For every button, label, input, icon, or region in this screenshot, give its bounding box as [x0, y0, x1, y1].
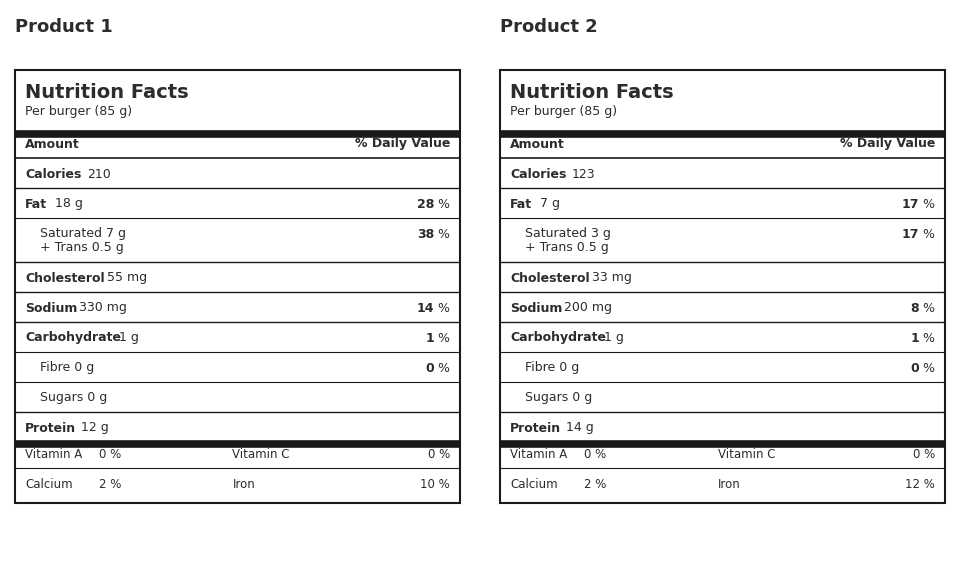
Text: 7 g: 7 g: [540, 197, 560, 211]
Text: Sodium: Sodium: [25, 302, 77, 315]
Text: 8: 8: [911, 302, 919, 315]
Text: 14 g: 14 g: [566, 421, 594, 434]
Text: 12 g: 12 g: [81, 421, 109, 434]
Text: Cholesterol: Cholesterol: [510, 272, 590, 285]
Text: 55 mg: 55 mg: [107, 272, 147, 285]
Text: Sodium: Sodium: [510, 302, 563, 315]
Text: 14: 14: [416, 302, 434, 315]
Text: 1 g: 1 g: [119, 332, 138, 345]
Text: Nutrition Facts: Nutrition Facts: [25, 83, 188, 102]
Text: Protein: Protein: [510, 421, 562, 434]
Text: % Daily Value: % Daily Value: [839, 137, 935, 150]
Text: 2 %: 2 %: [99, 477, 121, 491]
Text: 1 g: 1 g: [604, 332, 624, 345]
Text: Vitamin C: Vitamin C: [232, 447, 290, 460]
Text: 33 mg: 33 mg: [592, 272, 632, 285]
Text: Fat: Fat: [25, 197, 47, 211]
Text: Fat: Fat: [510, 197, 532, 211]
Text: 0: 0: [911, 362, 919, 375]
Text: %: %: [919, 332, 935, 345]
Text: %: %: [919, 197, 935, 211]
Text: Per burger (85 g): Per burger (85 g): [510, 106, 617, 119]
Text: %: %: [919, 362, 935, 375]
Text: %: %: [434, 302, 450, 315]
Text: %: %: [919, 302, 935, 315]
Text: Carbohydrate: Carbohydrate: [25, 332, 121, 345]
Text: %: %: [919, 228, 935, 241]
Text: Fibre 0 g: Fibre 0 g: [525, 362, 579, 375]
Text: 18 g: 18 g: [55, 197, 83, 211]
Text: 123: 123: [572, 167, 596, 180]
Text: + Trans 0.5 g: + Trans 0.5 g: [40, 241, 124, 255]
Text: 0 %: 0 %: [428, 447, 450, 460]
Text: Calcium: Calcium: [25, 477, 72, 491]
Text: Calcium: Calcium: [510, 477, 558, 491]
Text: %: %: [434, 332, 450, 345]
Text: 10 %: 10 %: [420, 477, 450, 491]
Text: 200 mg: 200 mg: [564, 302, 612, 315]
Text: Product 2: Product 2: [500, 18, 598, 36]
Text: %: %: [434, 228, 450, 241]
Text: Protein: Protein: [25, 421, 76, 434]
Text: Calories: Calories: [510, 167, 566, 180]
Text: 38: 38: [416, 228, 434, 241]
Bar: [500, 70, 945, 503]
Text: %: %: [434, 362, 450, 375]
Text: 330 mg: 330 mg: [79, 302, 127, 315]
Text: %: %: [434, 197, 450, 211]
Text: 0 %: 0 %: [99, 447, 121, 460]
Text: Amount: Amount: [25, 137, 80, 150]
Text: Sugars 0 g: Sugars 0 g: [40, 392, 107, 404]
Text: 0 %: 0 %: [913, 447, 935, 460]
Bar: [15, 70, 460, 503]
Text: Nutrition Facts: Nutrition Facts: [510, 83, 674, 102]
Text: Per burger (85 g): Per burger (85 g): [25, 106, 133, 119]
Text: + Trans 0.5 g: + Trans 0.5 g: [525, 241, 608, 255]
Text: 2 %: 2 %: [584, 477, 606, 491]
Text: 17: 17: [902, 197, 919, 211]
Text: Amount: Amount: [510, 137, 565, 150]
Text: 0: 0: [425, 362, 434, 375]
Text: 210: 210: [87, 167, 111, 180]
Text: 28: 28: [416, 197, 434, 211]
Text: Vitamin A: Vitamin A: [510, 447, 567, 460]
Text: 1: 1: [911, 332, 919, 345]
Text: % Daily Value: % Daily Value: [355, 137, 450, 150]
Text: Saturated 3 g: Saturated 3 g: [525, 228, 611, 241]
Text: 17: 17: [902, 228, 919, 241]
Text: Iron: Iron: [718, 477, 740, 491]
Text: Iron: Iron: [232, 477, 255, 491]
Text: Carbohydrate: Carbohydrate: [510, 332, 606, 345]
Text: 12 %: 12 %: [905, 477, 935, 491]
Text: Vitamin A: Vitamin A: [25, 447, 82, 460]
Text: Product 1: Product 1: [15, 18, 113, 36]
Text: Calories: Calories: [25, 167, 81, 180]
Text: 1: 1: [425, 332, 434, 345]
Text: 0 %: 0 %: [584, 447, 606, 460]
Text: Fibre 0 g: Fibre 0 g: [40, 362, 95, 375]
Text: Saturated 7 g: Saturated 7 g: [40, 228, 126, 241]
Text: Sugars 0 g: Sugars 0 g: [525, 392, 592, 404]
Text: Vitamin C: Vitamin C: [718, 447, 775, 460]
Text: Cholesterol: Cholesterol: [25, 272, 104, 285]
